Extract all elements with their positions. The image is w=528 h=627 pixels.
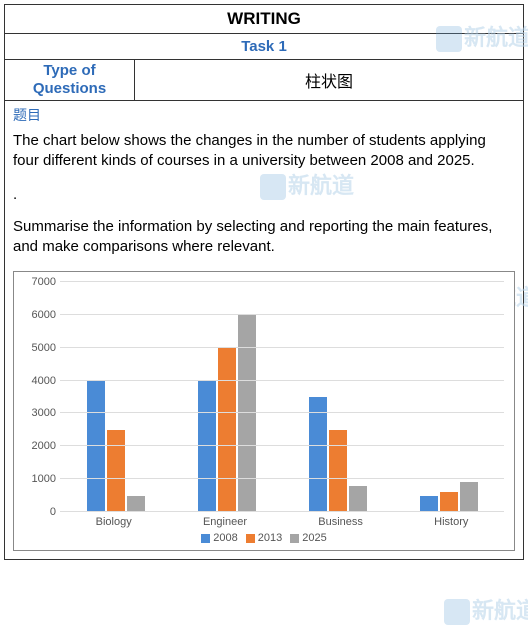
gridline [60, 445, 504, 446]
y-tick-label: 0 [20, 506, 56, 518]
legend-swatch [290, 534, 299, 543]
gridline [60, 314, 504, 315]
x-tick-label: Biology [96, 516, 132, 528]
bar [309, 397, 327, 512]
gridline [60, 511, 504, 512]
type-label-line1: Type of [9, 62, 130, 80]
type-row: Type of Questions 柱状图 [5, 60, 523, 101]
type-label: Type of Questions [5, 60, 135, 100]
document-frame: WRITING Task 1 Type of Questions 柱状图 题目 … [4, 4, 524, 560]
task-title: Task 1 [5, 34, 523, 60]
x-tick-label: Engineer [203, 516, 247, 528]
plot-area: 01000200030004000500060007000 [60, 282, 504, 512]
x-tick-label: History [434, 516, 468, 528]
gridline [60, 347, 504, 348]
type-label-line2: Questions [9, 80, 130, 98]
x-tick-label: Business [318, 516, 363, 528]
gridline [60, 478, 504, 479]
legend-item: 2025 [290, 532, 326, 544]
y-tick-label: 5000 [20, 342, 56, 354]
legend-label: 2013 [258, 532, 282, 544]
dot-line: . [13, 186, 515, 203]
section-title: WRITING [5, 5, 523, 34]
legend-swatch [246, 534, 255, 543]
y-tick-label: 6000 [20, 309, 56, 321]
y-tick-label: 4000 [20, 375, 56, 387]
bar [107, 430, 125, 512]
gridline [60, 380, 504, 381]
legend-item: 2013 [246, 532, 282, 544]
y-tick-label: 7000 [20, 276, 56, 288]
bar [440, 492, 458, 512]
legend-label: 2008 [213, 532, 237, 544]
bar [349, 486, 367, 512]
type-value: 柱状图 [135, 60, 523, 100]
legend-swatch [201, 534, 210, 543]
y-tick-label: 2000 [20, 440, 56, 452]
prompt-text-1: The chart below shows the changes in the… [13, 131, 515, 172]
bar-group [309, 397, 367, 512]
gridline [60, 412, 504, 413]
bar [329, 430, 347, 512]
bar-group [420, 482, 478, 512]
y-tick-label: 1000 [20, 473, 56, 485]
gridline [60, 281, 504, 282]
x-axis-labels: Biology Engineer Business History [60, 512, 504, 528]
bar [218, 348, 236, 512]
y-tick-label: 3000 [20, 407, 56, 419]
bar-chart: 01000200030004000500060007000 BiologyEng… [13, 271, 515, 551]
legend-item: 2008 [201, 532, 237, 544]
bar [460, 482, 478, 512]
bar [127, 496, 145, 512]
bar [420, 496, 438, 512]
content-area: 题目 The chart below shows the changes in … [5, 101, 523, 559]
legend-label: 2025 [302, 532, 326, 544]
chart-legend: 2008 2013 2025 [20, 528, 508, 546]
watermark-text: 新航道 [472, 598, 528, 623]
prompt-text-2: Summarise the information by selecting a… [13, 217, 515, 258]
topic-label: 题目 [13, 105, 515, 125]
